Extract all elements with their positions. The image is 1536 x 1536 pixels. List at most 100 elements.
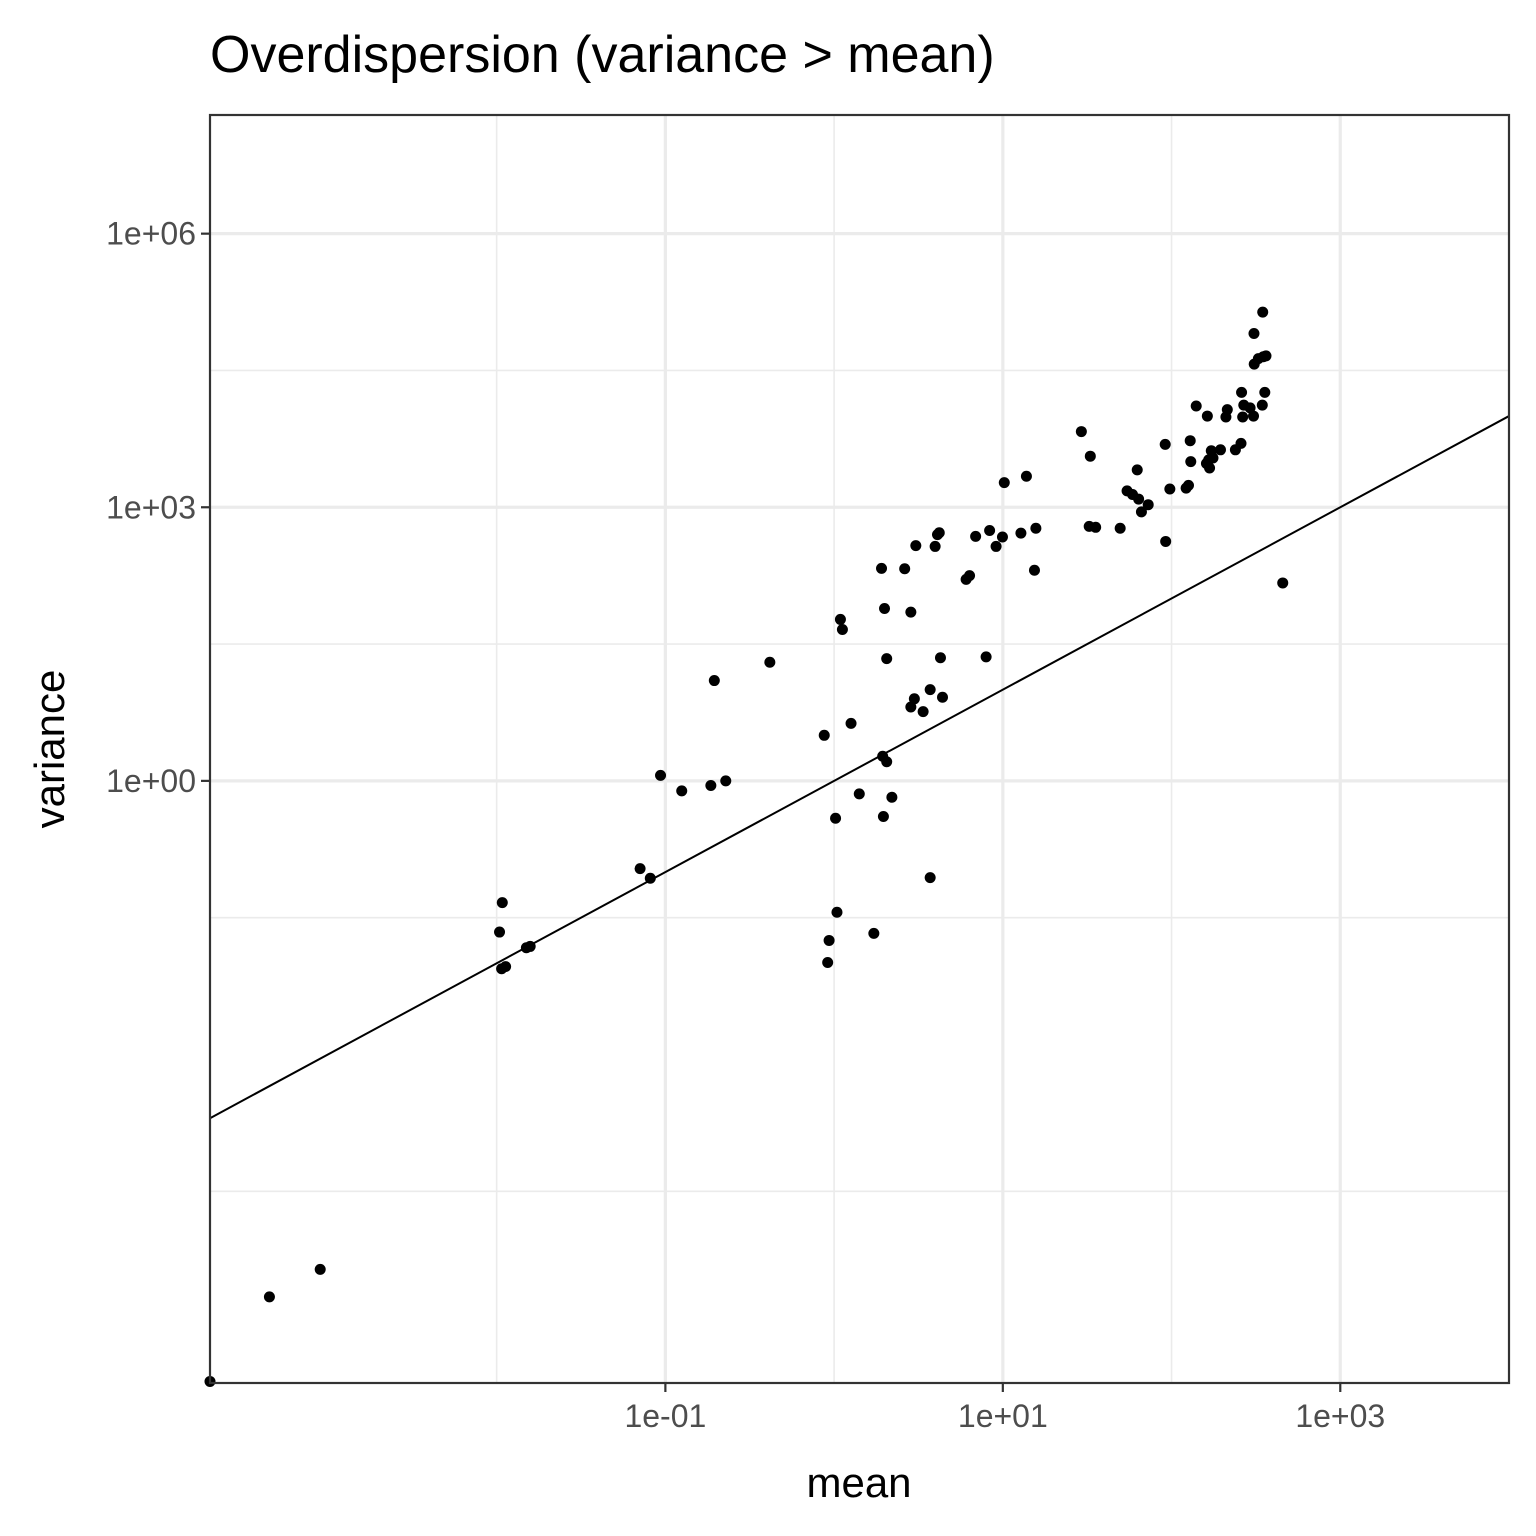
y-tick-label: 1e+00 [106,763,196,799]
data-point [1201,410,1213,422]
data-point [1237,411,1249,423]
data-point [836,623,848,635]
data-point [1160,535,1172,547]
data-point [1244,402,1256,414]
data-point [879,603,891,615]
data-point [818,729,830,741]
data-point [1256,399,1268,411]
data-point [1277,577,1289,589]
data-point [1133,493,1145,505]
data-point [1185,456,1197,468]
data-point [263,1291,275,1303]
data-point [990,540,1002,552]
data-point [899,563,911,575]
data-point [1090,521,1102,533]
data-point [1248,328,1260,340]
data-point [924,872,936,884]
data-point [1221,404,1233,416]
data-point [998,477,1010,489]
data-point [705,780,717,792]
data-point [494,926,506,938]
data-point [937,691,949,703]
data-point [984,525,996,537]
data-point [720,775,732,787]
data-point [881,653,893,665]
data-point [1214,444,1226,456]
data-point [676,785,688,797]
y-tick-label: 1e+03 [106,489,196,525]
data-point [1142,499,1154,511]
data-point [764,656,776,668]
data-point [831,906,843,918]
y-axis-title: variance [26,670,73,829]
data-point [823,934,835,946]
data-point [1204,462,1216,474]
data-point [881,756,893,768]
data-point [1114,522,1126,534]
reference-line-y-equals-x [209,415,1510,1120]
data-point [708,675,720,687]
data-point [924,684,936,696]
data-point [917,706,929,718]
data-point [1164,483,1176,495]
data-point [964,570,976,582]
data-point [1235,437,1247,449]
y-tick-label: 1e+06 [106,216,196,252]
data-point [314,1263,326,1275]
data-point [834,613,846,625]
data-point [1259,386,1271,398]
data-points [204,306,1289,1387]
data-point [1248,410,1260,422]
data-point [1159,438,1171,450]
data-point [910,540,922,552]
data-point [1236,386,1248,398]
data-point [500,961,512,973]
data-point [524,940,536,952]
data-point [908,693,920,705]
data-point [1084,450,1096,462]
data-point [496,897,508,909]
data-point [876,562,888,574]
axis-ticks: 1e-01 1e+01 1e+03 1e+00 1e+03 1e+06 [106,216,1385,1434]
data-point [868,927,880,939]
data-point [996,531,1008,543]
x-tick-label: 1e+03 [1295,1398,1385,1434]
data-point [634,863,646,875]
data-point [1260,350,1272,362]
data-point [934,652,946,664]
data-point [644,872,656,884]
data-point [822,956,834,968]
data-point [845,717,857,729]
data-point [933,527,945,539]
data-point [929,540,941,552]
data-point [886,791,898,803]
data-point [1190,400,1202,412]
data-point [1131,464,1143,476]
x-tick-label: 1e+01 [958,1398,1048,1434]
data-point [1135,506,1147,518]
x-axis-title: mean [806,1459,911,1506]
x-tick-label: 1e-01 [624,1398,706,1434]
data-point [655,769,667,781]
data-point [877,810,889,822]
data-point [1020,470,1032,482]
data-point [1257,306,1269,318]
data-point [1184,435,1196,447]
data-point [1182,479,1194,491]
data-point [970,530,982,542]
data-point [1207,452,1219,464]
plot-panel-border [208,113,1511,1385]
data-point [1030,522,1042,534]
plot-panel-background [210,115,1509,1383]
data-point [1075,426,1087,438]
data-point [980,651,992,663]
data-point [853,788,865,800]
chart-title: Overdispersion (variance > mean) [210,26,995,84]
reference-line-layer [209,415,1510,1120]
data-point [1028,564,1040,576]
data-point [1015,527,1027,539]
grid-lines [210,115,1509,1383]
data-point [905,606,917,618]
data-point [830,812,842,824]
